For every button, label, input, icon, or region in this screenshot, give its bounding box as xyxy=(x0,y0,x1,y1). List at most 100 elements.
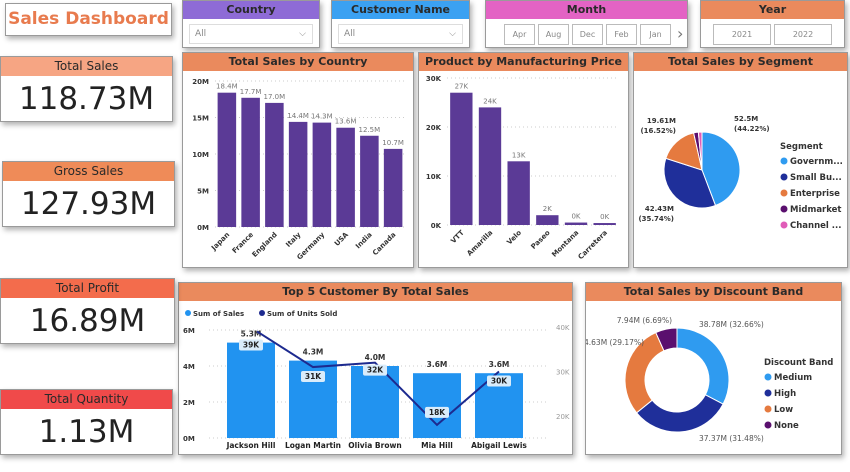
kpi-value: 16.89M xyxy=(29,303,146,339)
bar xyxy=(265,102,284,227)
bar xyxy=(312,122,332,227)
country-value: All xyxy=(195,29,207,39)
month-option[interactable]: Dec xyxy=(572,24,603,45)
country-slicer-header: Country xyxy=(183,1,319,19)
data-label: 17.7M xyxy=(240,88,262,96)
bar-data-label: 3.6M xyxy=(489,360,510,369)
bar xyxy=(593,223,616,225)
legend-item: Enterprise xyxy=(790,189,840,199)
data-label: 0K xyxy=(600,213,609,221)
line-data-label: 39K xyxy=(243,340,260,349)
x-tick-label: Jackson Hill xyxy=(226,441,276,450)
line-label-bg xyxy=(425,406,449,418)
data-label: 18.4M xyxy=(216,83,238,91)
x-tick-label: VTT xyxy=(449,229,466,246)
y-tick-label: 30K xyxy=(426,75,442,83)
y-tick-label: 4M xyxy=(183,363,195,371)
data-label: 12.5M xyxy=(359,126,381,134)
month-option[interactable]: Apr xyxy=(504,24,535,45)
legend-item: None xyxy=(774,421,799,431)
bar xyxy=(217,92,237,228)
customer-dropdown[interactable]: All ⌵ xyxy=(338,24,463,44)
kpi-value: 118.73M xyxy=(18,81,155,117)
data-label: (35.74%) xyxy=(638,215,674,223)
units-line xyxy=(256,330,500,427)
data-label: 38.78M (32.66%) xyxy=(699,320,764,329)
legend-item: Sum of Units Sold xyxy=(267,310,337,318)
legend-marker xyxy=(780,221,788,229)
kpi-card: Gross Sales 127.93M xyxy=(2,161,175,227)
chart-title: Total Sales by Discount Band xyxy=(586,283,841,301)
top5-customers-chart: Top 5 Customer By Total Sales Sum of Sal… xyxy=(178,282,573,455)
legend-marker xyxy=(780,205,788,213)
legend-marker xyxy=(780,173,788,181)
chart-title: Total Sales by Segment xyxy=(634,53,847,71)
legend-marker xyxy=(780,189,788,197)
customer-slicer-header: Customer Name xyxy=(332,1,469,19)
month-option[interactable]: Jan xyxy=(640,24,671,45)
legend-marker xyxy=(764,389,772,397)
y-tick-label: 0K xyxy=(431,222,442,230)
y-tick-label: 20M xyxy=(192,78,209,86)
kpi-label: Total Sales xyxy=(1,57,172,76)
kpi-value: 1.13M xyxy=(38,414,135,450)
country-dropdown[interactable]: All ⌵ xyxy=(189,24,313,44)
data-label: 13K xyxy=(512,151,526,159)
y2-tick-label: 20K xyxy=(556,413,570,421)
bar xyxy=(564,222,588,225)
bar-data-label: 4.3M xyxy=(303,348,324,357)
x-tick-label: Japan xyxy=(209,231,231,253)
month-slicer-header: Month xyxy=(486,1,687,19)
data-label: 27K xyxy=(455,83,469,91)
chevron-right-icon[interactable]: › xyxy=(677,24,684,43)
x-tick-label: Italy xyxy=(284,230,302,248)
year-option[interactable]: 2022 xyxy=(774,24,832,45)
data-label: (44.22%) xyxy=(734,125,770,133)
bar xyxy=(413,373,461,438)
y-tick-label: 10M xyxy=(192,151,209,159)
data-label: 52.5M xyxy=(734,115,758,123)
line-data-label: 18K xyxy=(429,408,446,417)
data-label: 7.94M (6.69%) xyxy=(617,316,672,325)
y-tick-label: 15M xyxy=(192,115,209,123)
chart-title: Total Sales by Country xyxy=(183,53,413,71)
legend-item: Governm... xyxy=(790,157,843,167)
year-slicer: Year 2021 2022 xyxy=(700,0,845,48)
legend-item: High xyxy=(774,389,796,399)
chevron-down-icon: ⌵ xyxy=(299,29,306,39)
legend-marker xyxy=(764,373,772,381)
data-label: 2K xyxy=(543,205,552,213)
x-tick-label: Canada xyxy=(371,231,398,258)
bar-data-label: 5.3M xyxy=(241,330,262,339)
legend-item: Midmarket xyxy=(790,205,842,215)
x-tick-label: USA xyxy=(333,230,350,247)
kpi-card: Total Sales 118.73M xyxy=(0,56,173,122)
legend-item: Low xyxy=(774,405,793,415)
pie-slice xyxy=(697,131,703,171)
data-label: 14.3M xyxy=(311,113,333,121)
pie-slice xyxy=(663,157,717,209)
x-tick-label: Abigail Lewis xyxy=(471,441,527,450)
kpi-label: Total Profit xyxy=(1,279,174,298)
month-option[interactable]: Feb xyxy=(606,24,637,45)
data-label: 0K xyxy=(571,213,580,221)
data-label: 42.43M xyxy=(645,205,674,213)
line-label-bg xyxy=(239,339,263,351)
dashboard-title-box: Sales Dashboard xyxy=(5,3,172,36)
data-label: 37.37M (31.48%) xyxy=(699,434,764,443)
year-option[interactable]: 2021 xyxy=(713,24,771,45)
x-tick-label: Logan Martin xyxy=(285,441,341,450)
line-data-label: 30K xyxy=(491,377,508,386)
bar xyxy=(351,366,399,438)
sales-by-country-chart: Total Sales by Country 0M 5M 10M 15M 20M 18.4… xyxy=(182,52,414,268)
data-label: 13.6M xyxy=(335,118,357,126)
discount-band-chart: Total Sales by Discount Band 38.78M (32.… xyxy=(585,282,842,455)
x-tick-label: England xyxy=(251,231,279,259)
legend-title: Segment xyxy=(780,142,823,152)
y-tick-label: 20K xyxy=(426,124,442,132)
customer-value: All xyxy=(344,29,356,39)
y2-tick-label: 30K xyxy=(556,369,570,377)
month-option[interactable]: Aug xyxy=(538,24,569,45)
y-tick-label: 0M xyxy=(197,224,209,232)
bar xyxy=(536,215,559,225)
